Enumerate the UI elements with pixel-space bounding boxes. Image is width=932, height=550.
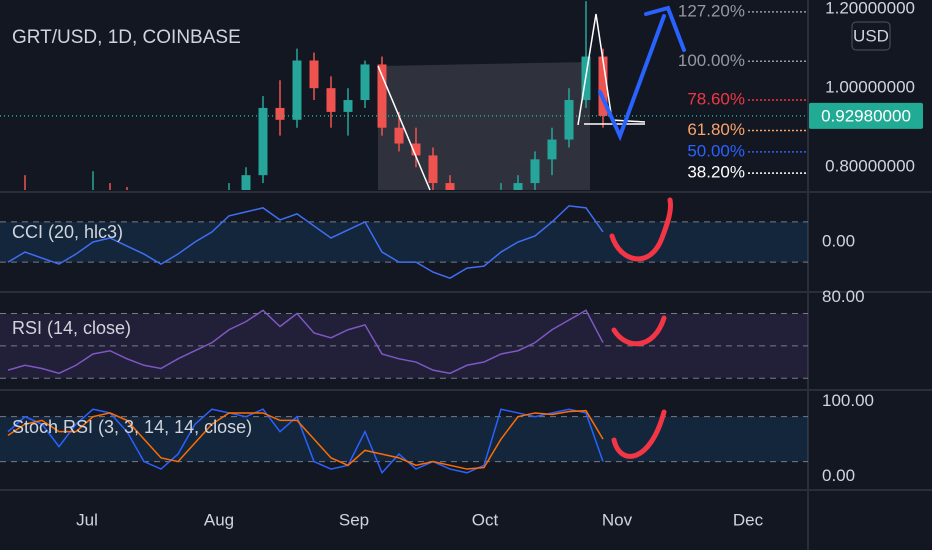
arrow-head	[644, 5, 686, 52]
rsi-label: RSI (14, close)	[12, 318, 131, 338]
drawings	[377, 5, 686, 459]
candle-body	[445, 183, 455, 190]
candle-body	[360, 64, 370, 101]
fib-label: 127.20%	[678, 1, 745, 20]
rsi-line	[7, 309, 604, 375]
candle-body	[326, 88, 336, 112]
candle-body	[428, 155, 438, 184]
candle-body	[530, 159, 540, 184]
annotation-curve	[611, 315, 667, 347]
y-tick-label: 0.00	[822, 231, 855, 250]
x-tick-label: Aug	[204, 510, 234, 529]
drawing-range	[378, 62, 590, 190]
candle-body	[377, 64, 387, 128]
fib-label: 50.00%	[687, 141, 745, 160]
x-tick-label: Sep	[339, 510, 369, 529]
y-tick-label: 0.80000000	[825, 157, 915, 176]
candle-body	[513, 183, 523, 190]
stoch-d-line	[7, 409, 604, 470]
candle-body	[547, 139, 557, 160]
stoch-k-line	[7, 408, 604, 475]
cci-label: CCI (20, hlc3)	[12, 222, 123, 242]
annotation-curve	[609, 197, 673, 262]
y-tick-label: 100.00	[822, 391, 874, 410]
band-fill	[0, 416, 808, 462]
x-tick-label: Nov	[602, 510, 633, 529]
candle-body	[343, 100, 353, 112]
candle-body	[241, 175, 251, 190]
stoch-label: Stoch RSI (3, 3, 14, 14, close)	[12, 417, 252, 437]
y-tick-label: 80.00	[822, 287, 865, 306]
candle-body	[258, 107, 268, 176]
symbol-title: GRT/USD, 1D, COINBASE	[12, 27, 241, 48]
y-tick-label: 1.00000000	[825, 78, 915, 97]
fib-label: 61.80%	[687, 120, 745, 139]
x-tick-label: Jul	[76, 510, 98, 529]
candle-body	[394, 127, 404, 144]
x-tick-label: Oct	[472, 510, 499, 529]
y-tick-label: 0.00	[822, 466, 855, 485]
candle-body	[411, 143, 421, 156]
candle-body	[292, 60, 302, 120]
fib-label: 100.00%	[678, 51, 745, 70]
annotation-curve	[611, 409, 667, 459]
last-price-tag	[809, 102, 923, 129]
x-tick-label: Dec	[733, 510, 764, 529]
last-price-label: 0.92980000	[821, 106, 911, 125]
currency-button[interactable]	[851, 21, 891, 51]
band-fill	[0, 221, 808, 263]
price-pane	[24, 1, 608, 190]
candle-body	[564, 100, 574, 140]
fib-label: 78.60%	[687, 90, 745, 109]
y-tick-label: 1.20000000	[825, 0, 915, 18]
drawing-line	[577, 13, 646, 126]
candle-body	[275, 107, 285, 120]
drawing-line	[377, 65, 431, 191]
fib-label: 38.20%	[687, 163, 745, 182]
cci-line	[7, 205, 604, 279]
currency-label[interactable]: USD	[853, 26, 889, 45]
candle-body	[309, 60, 319, 89]
arrow-up	[598, 14, 666, 142]
candle-body	[598, 56, 608, 116]
